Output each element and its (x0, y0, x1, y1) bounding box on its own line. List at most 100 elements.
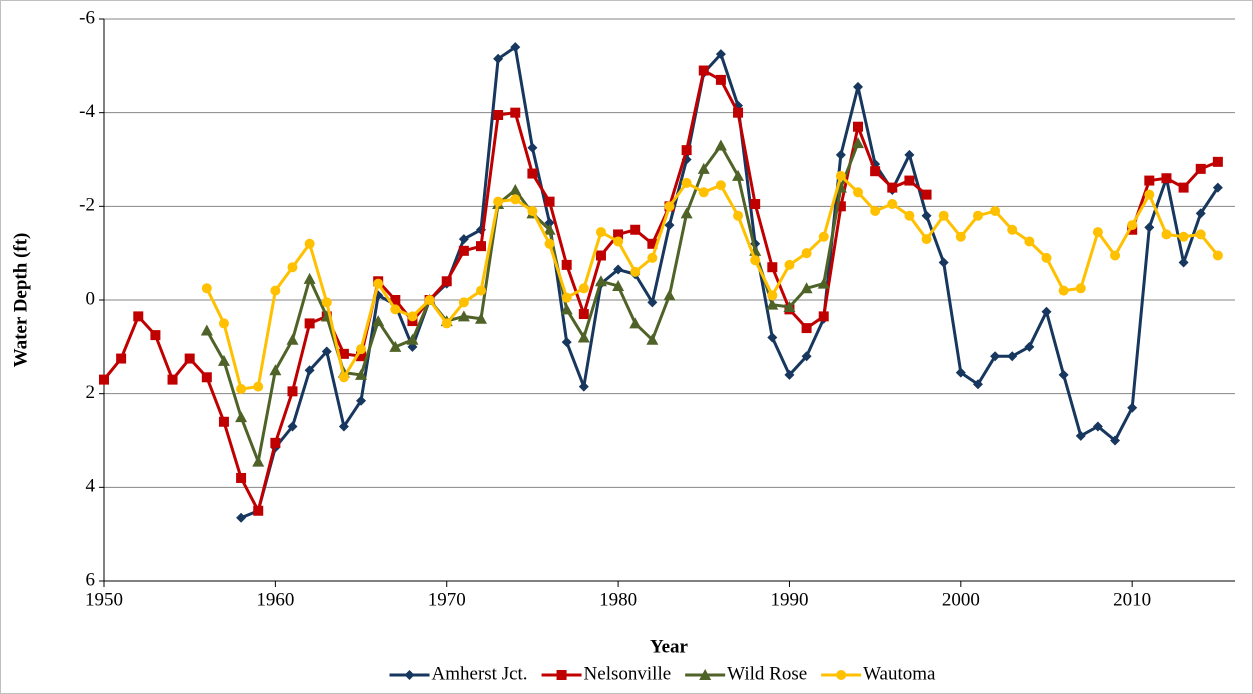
marker (904, 175, 915, 186)
marker (612, 279, 625, 291)
marker (767, 262, 778, 273)
legend-item: Wild Rose (685, 663, 807, 684)
marker (1212, 182, 1223, 193)
marker (938, 257, 949, 268)
marker (510, 194, 521, 205)
marker (133, 311, 144, 322)
marker (647, 238, 658, 249)
y-tick-label: -4 (79, 101, 95, 122)
x-tick-label: 1960 (256, 589, 294, 610)
marker (167, 374, 178, 385)
marker (647, 252, 658, 263)
marker (1075, 283, 1086, 294)
marker (389, 340, 402, 352)
marker (715, 180, 726, 191)
marker (1127, 220, 1138, 231)
marker (835, 170, 846, 181)
marker (269, 364, 282, 376)
marker (680, 207, 693, 219)
marker (509, 183, 522, 195)
x-axis-title: Year (650, 636, 689, 657)
marker (853, 81, 863, 92)
marker (543, 223, 556, 235)
marker (699, 669, 712, 680)
marker (1161, 173, 1172, 184)
marker (373, 278, 384, 289)
marker (801, 351, 812, 362)
marker (1144, 189, 1155, 200)
marker (304, 365, 315, 376)
marker (1058, 369, 1069, 380)
marker (853, 121, 863, 132)
marker (253, 505, 264, 516)
marker (217, 354, 230, 366)
marker (613, 236, 624, 247)
marker (561, 259, 572, 270)
y-tick-label: 0 (86, 288, 96, 309)
marker (990, 206, 1001, 217)
marker (338, 348, 349, 359)
marker (630, 266, 641, 277)
marker (904, 149, 915, 160)
marker (304, 318, 315, 329)
marker (972, 379, 983, 390)
marker (458, 297, 469, 308)
marker (887, 182, 898, 193)
marker (510, 107, 521, 118)
marker (303, 272, 316, 284)
marker (1178, 182, 1189, 193)
marker (390, 304, 401, 315)
marker (270, 285, 281, 296)
marker (1110, 250, 1121, 261)
marker (663, 289, 676, 301)
marker (697, 162, 710, 174)
marker (664, 220, 675, 231)
marker (1024, 341, 1035, 352)
marker (921, 234, 932, 245)
marker (201, 283, 212, 294)
marker (818, 231, 829, 242)
marker (304, 238, 315, 249)
marker (784, 369, 795, 380)
marker (818, 311, 829, 322)
marker (493, 110, 504, 121)
marker (784, 259, 795, 270)
marker (1144, 222, 1155, 233)
marker (647, 297, 658, 308)
marker (1178, 257, 1189, 268)
marker (750, 255, 761, 266)
y-axis-title: Water Depth (ft) (10, 233, 31, 368)
marker (1041, 306, 1052, 317)
marker (715, 49, 726, 60)
marker (714, 139, 727, 151)
marker (613, 229, 624, 240)
marker (338, 421, 349, 432)
marker (870, 166, 881, 177)
marker (887, 198, 898, 209)
marker (1024, 236, 1035, 247)
marker (955, 367, 966, 378)
marker (613, 264, 624, 275)
marker (1161, 229, 1172, 240)
marker (1195, 208, 1206, 219)
marker (544, 196, 555, 207)
marker (1041, 252, 1052, 263)
marker (629, 317, 642, 329)
marker (767, 332, 778, 343)
marker (218, 318, 229, 329)
marker (921, 210, 932, 221)
x-tick-label: 1990 (770, 589, 808, 610)
series-line (240, 45, 1220, 520)
marker (476, 285, 486, 296)
marker (1195, 229, 1206, 240)
marker (441, 318, 452, 329)
marker (287, 421, 298, 432)
marker (1007, 351, 1018, 362)
marker (817, 277, 830, 289)
y-tick-label: 2 (86, 382, 96, 403)
marker (578, 309, 589, 320)
marker (1075, 430, 1086, 441)
marker (801, 248, 812, 259)
